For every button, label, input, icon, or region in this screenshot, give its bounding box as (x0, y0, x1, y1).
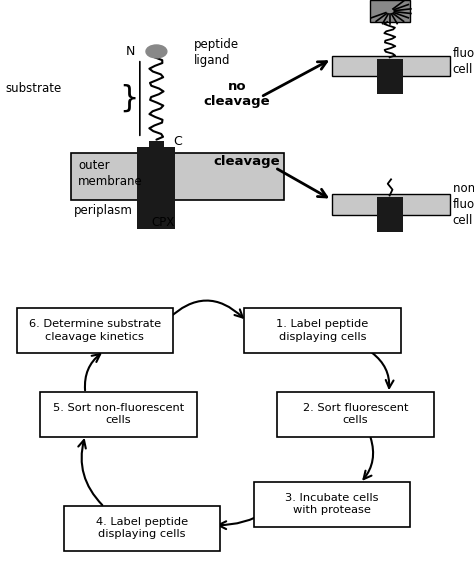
Text: cleavage: cleavage (213, 155, 280, 168)
FancyBboxPatch shape (332, 56, 450, 76)
Text: 1. Label peptide
displaying cells: 1. Label peptide displaying cells (276, 319, 368, 342)
FancyBboxPatch shape (377, 197, 403, 232)
Text: no
cleavage: no cleavage (204, 80, 270, 108)
Text: 2. Sort fluorescent
cells: 2. Sort fluorescent cells (303, 403, 408, 426)
FancyBboxPatch shape (71, 153, 284, 200)
Text: substrate: substrate (5, 82, 62, 95)
Text: 5. Sort non-fluorescent
cells: 5. Sort non-fluorescent cells (53, 403, 184, 426)
FancyBboxPatch shape (149, 141, 164, 150)
Text: N: N (126, 45, 135, 58)
FancyBboxPatch shape (370, 0, 410, 22)
FancyBboxPatch shape (377, 59, 403, 94)
Text: C: C (173, 135, 182, 148)
Text: outer
membrane: outer membrane (78, 159, 143, 188)
FancyBboxPatch shape (244, 308, 401, 353)
FancyBboxPatch shape (17, 308, 173, 353)
FancyBboxPatch shape (40, 392, 197, 436)
FancyBboxPatch shape (254, 482, 410, 526)
Circle shape (146, 45, 167, 58)
Text: 3. Incubate cells
with protease: 3. Incubate cells with protease (285, 493, 379, 516)
Text: periplasm: periplasm (73, 203, 132, 217)
FancyBboxPatch shape (332, 194, 450, 215)
Text: non -
fluorescent
cell: non - fluorescent cell (453, 182, 474, 227)
FancyBboxPatch shape (137, 147, 175, 229)
Text: fluorescent
cell: fluorescent cell (453, 47, 474, 76)
Text: }: } (119, 84, 138, 113)
Text: CPX: CPX (152, 216, 175, 229)
Text: 4. Label peptide
displaying cells: 4. Label peptide displaying cells (96, 517, 188, 539)
Text: peptide
ligand: peptide ligand (194, 38, 239, 67)
Text: 6. Determine substrate
cleavage kinetics: 6. Determine substrate cleavage kinetics (29, 319, 161, 342)
FancyBboxPatch shape (277, 392, 434, 436)
FancyBboxPatch shape (64, 506, 220, 550)
